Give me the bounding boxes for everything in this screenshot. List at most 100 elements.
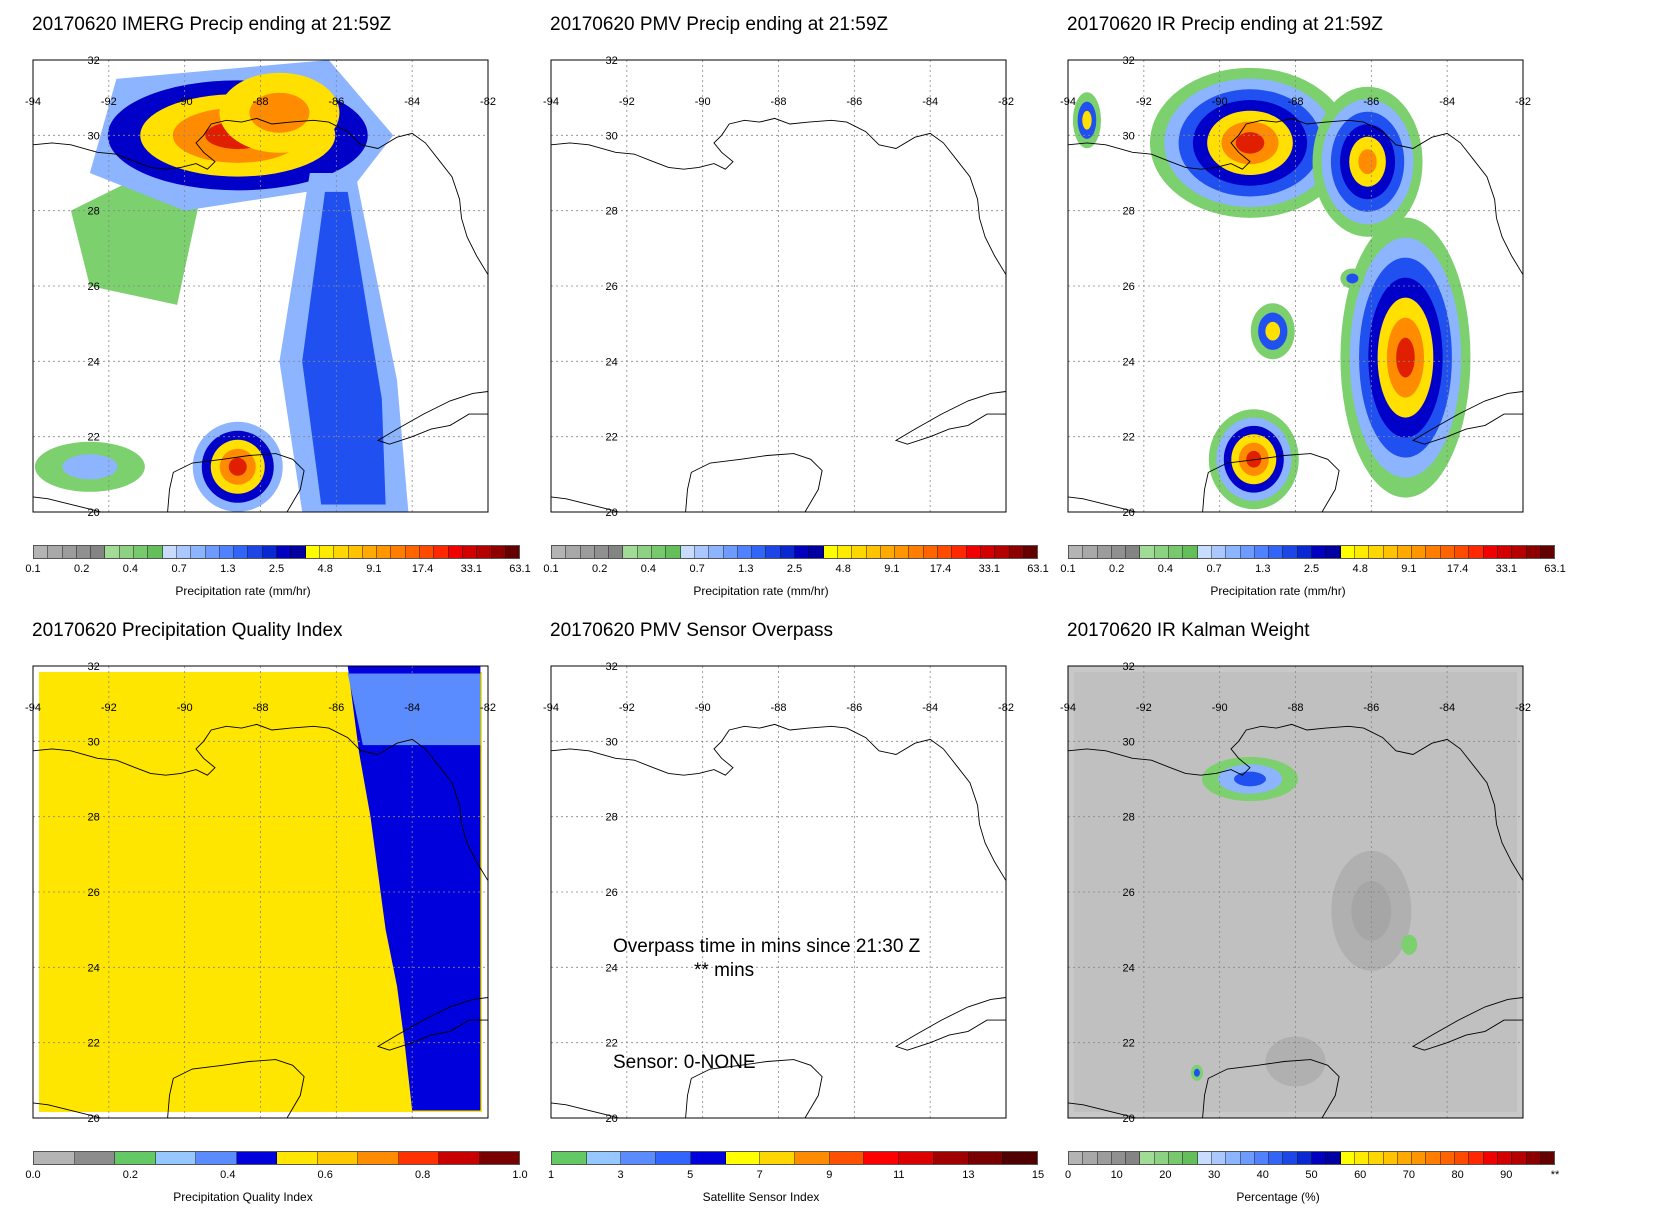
lon-label: -90 — [1212, 702, 1228, 714]
colorbar-ticks: 0.0 0.2 0.4 0.6 0.8 1.0 — [25, 1169, 527, 1183]
colorbar-segment — [1354, 546, 1370, 558]
colorbar-segment — [1383, 1152, 1398, 1164]
map-frame — [550, 59, 1007, 513]
colorbar-segment — [196, 1152, 237, 1164]
lat-label: 30 — [606, 736, 618, 748]
colorbar-segment — [234, 546, 249, 558]
colorbar-segment — [552, 1152, 587, 1164]
rain-cell — [1082, 110, 1092, 130]
colorbar-segment — [995, 546, 1010, 558]
lon-label: -92 — [619, 702, 635, 714]
lat-label: 26 — [88, 281, 100, 293]
lon-label: -94 — [1060, 702, 1076, 714]
colorbar-segment — [277, 1152, 318, 1164]
lon-label: -88 — [1288, 702, 1304, 714]
lat-label: 32 — [88, 661, 100, 673]
colorbar-segment — [880, 546, 896, 558]
colorbar-segment — [1469, 1152, 1484, 1164]
colorbar-segment — [1497, 1152, 1513, 1164]
panel-pmv-precip: 20170620 PMV Precip ending at 21:59Z -94… — [518, 0, 1049, 600]
lon-label: -90 — [695, 96, 711, 108]
lon-label: -94 — [25, 96, 41, 108]
colorbar-segment — [1455, 546, 1470, 558]
colorbar-segment — [952, 546, 967, 558]
map-frame — [1067, 665, 1524, 1119]
lon-label: -82 — [480, 96, 496, 108]
lon-label: -94 — [543, 96, 559, 108]
panel-title: 20170620 PMV Sensor Overpass — [550, 620, 834, 641]
colorbar-tick: 9.1 — [366, 563, 382, 575]
colorbar-segment — [491, 546, 506, 558]
lon-label: -88 — [771, 96, 787, 108]
colorbar-segment — [829, 1152, 865, 1164]
coastline — [550, 117, 1007, 275]
colorbar-tick: 0.7 — [1206, 563, 1222, 575]
colorbar-segment — [837, 546, 853, 558]
lon-label: -82 — [998, 96, 1014, 108]
colorbar-label: Satellite Sensor Index — [702, 1190, 820, 1204]
colorbar-segment — [1240, 546, 1255, 558]
lat-label: 28 — [88, 206, 100, 218]
colorbar-tick: 1.3 — [1255, 563, 1271, 575]
colorbar-segment — [1154, 546, 1170, 558]
colorbar-segment — [91, 546, 106, 558]
colorbar-segment — [479, 1152, 519, 1164]
colorbar-segment — [34, 1152, 75, 1164]
panel-title: 20170620 Precipitation Quality Index — [32, 620, 343, 641]
colorbar-label: Precipitation Quality Index — [173, 1190, 313, 1204]
colorbar-tick: 33.1 — [460, 563, 483, 575]
lon-label: -94 — [1060, 96, 1076, 108]
colorbar-segment — [391, 546, 406, 558]
colorbar-segment — [1497, 546, 1513, 558]
colorbar-segment — [637, 546, 653, 558]
colorbar-tick: 4.8 — [835, 563, 851, 575]
lat-label: 20 — [1123, 507, 1135, 519]
lon-label: -82 — [1515, 96, 1531, 108]
lon-label: -92 — [101, 96, 117, 108]
colorbar — [33, 1151, 520, 1165]
panel-title: 20170620 PMV Precip ending at 21:59Z — [550, 14, 889, 35]
lat-label: 26 — [606, 281, 618, 293]
lon-label: -92 — [1136, 96, 1152, 108]
colorbar-tick: 7 — [756, 1169, 763, 1181]
colorbar-label: Precipitation rate (mm/hr) — [693, 584, 829, 598]
colorbar-segment — [709, 546, 724, 558]
lat-label: 28 — [606, 206, 618, 218]
lon-label: -92 — [1136, 702, 1152, 714]
colorbar-segment — [176, 546, 192, 558]
colorbar-segment — [864, 1152, 900, 1164]
colorbar-tick: 17.4 — [929, 563, 952, 575]
lat-label: 32 — [606, 661, 618, 673]
lon-label: -90 — [1212, 96, 1228, 108]
lat-label: 22 — [88, 1038, 100, 1050]
colorbar-segment — [694, 546, 710, 558]
lat-label: 20 — [88, 507, 100, 519]
colorbar-segment — [1226, 546, 1241, 558]
colorbar-tick: 11 — [893, 1169, 905, 1181]
colorbar-segment — [1254, 546, 1270, 558]
colorbar-tick: 80 — [1451, 1169, 1464, 1181]
map-plot: -94 -92 -90 -88 -86 -84 -82 32 30 28 26 24 22 20 — [1060, 661, 1531, 1125]
lon-label: -94 — [25, 702, 41, 714]
lon-label: -82 — [998, 702, 1014, 714]
colorbar-segment — [119, 546, 135, 558]
colorbar — [551, 1151, 1038, 1165]
colorbar-segment — [439, 1152, 480, 1164]
lon-label: -88 — [1288, 96, 1304, 108]
coastline — [1202, 1059, 1340, 1119]
colorbar-segment — [580, 546, 595, 558]
colorbar-segment — [291, 546, 306, 558]
colorbar-segment — [277, 546, 292, 558]
lat-label: 28 — [1123, 812, 1135, 824]
colorbar-segment — [1197, 546, 1212, 558]
colorbar-tick: 3 — [617, 1169, 624, 1181]
colorbar-segment — [1397, 1152, 1413, 1164]
lat-label: 32 — [606, 55, 618, 67]
colorbar-segment — [1312, 546, 1327, 558]
lat-label: 26 — [1123, 281, 1135, 293]
coastline — [1067, 496, 1137, 513]
colorbar-segment — [1183, 1152, 1198, 1164]
colorbar-ticks: 0 10 20 30 40 50 60 70 80 90 ** — [1065, 1169, 1559, 1183]
lat-label: 24 — [88, 962, 100, 974]
colorbar-segment — [1111, 546, 1127, 558]
